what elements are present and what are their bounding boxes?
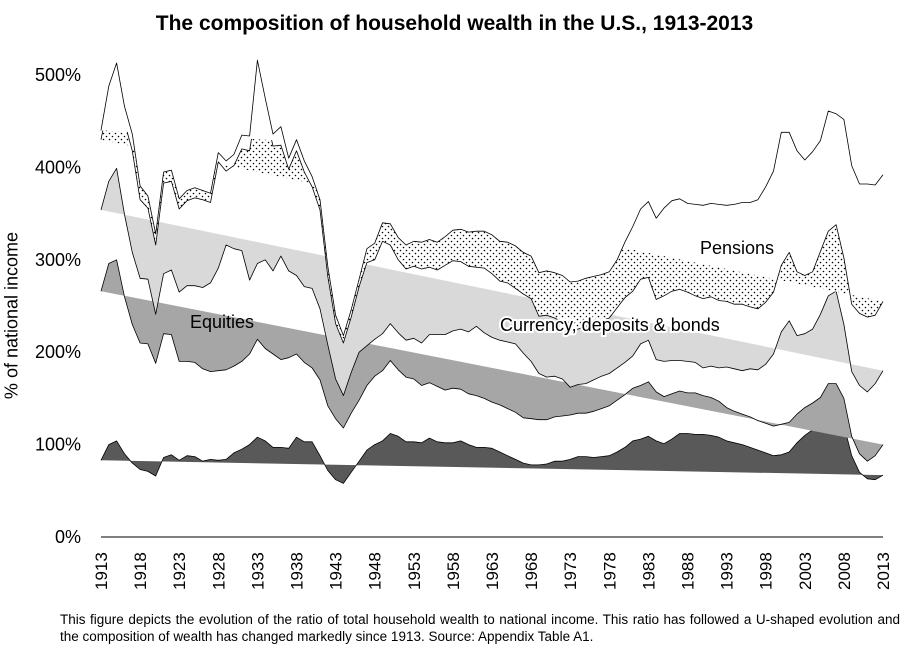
x-tick-label: 1993	[718, 552, 737, 590]
area-equities	[100, 167, 884, 396]
pensions-label: Pensions	[700, 238, 774, 258]
housing-label: Housing (net of mortgages)	[366, 485, 584, 505]
x-tick-label: 1933	[248, 552, 267, 590]
x-tick-label: 1968	[522, 552, 541, 590]
y-tick-label: 0%	[55, 527, 81, 547]
area-pensions	[100, 59, 884, 336]
x-tick-label: 1943	[327, 552, 346, 590]
x-tick-label: 1998	[757, 552, 776, 590]
sole-label-line-2: proprietorships &	[119, 394, 255, 414]
x-tick-label: 2003	[796, 552, 815, 590]
y-tick-label: 400%	[35, 157, 81, 177]
x-tick-label: 1958	[444, 552, 463, 590]
x-tick-label: 1983	[639, 552, 658, 590]
y-tick-label: 200%	[35, 342, 81, 362]
x-tick-label: 2008	[835, 552, 854, 590]
area-layers	[100, 59, 884, 484]
y-tick-labels: 0% 100% 200% 300% 400% 500%	[35, 65, 81, 547]
x-tick-label: 1988	[679, 552, 698, 590]
figure-caption: This figure depicts the evolution of the…	[60, 612, 900, 644]
x-tick-label: 1913	[92, 552, 111, 590]
area-sole-proprietorships	[100, 259, 884, 462]
equities-label: Equities	[190, 312, 254, 332]
x-tick-label: 2013	[874, 552, 893, 590]
x-tick-labels: 1913 1918 1923 1928 1933 1938 1943 1948 1953 1958…	[92, 552, 893, 590]
y-tick-label: 100%	[35, 435, 81, 455]
area-currency-deposits-bonds	[100, 79, 884, 344]
x-tick-label: 1918	[131, 552, 150, 590]
y-tick-label: 300%	[35, 250, 81, 270]
area-housing	[100, 409, 884, 484]
chart: 0%100%200%300%400%500% 1913 1918 1923 1928 1…	[35, 59, 893, 590]
x-tick-label: 1963	[483, 552, 502, 590]
x-tick-label: 1953	[405, 552, 424, 590]
currency-label: Currency, deposits & bonds	[500, 315, 720, 335]
x-tick-label: 1938	[288, 552, 307, 590]
x-tick-label: 1923	[170, 552, 189, 590]
x-tick-label: 1973	[561, 552, 580, 590]
sole-label-line-3: partnerships	[119, 417, 218, 437]
chart-title: The composition of household wealth in t…	[155, 12, 754, 35]
x-tick-label: 1978	[600, 552, 619, 590]
sole-label-line-1: Sole	[119, 369, 155, 389]
x-tick-label: 1928	[209, 552, 228, 590]
x-tick-label: 1948	[366, 552, 385, 590]
y-tick-label: 500%	[35, 65, 81, 85]
